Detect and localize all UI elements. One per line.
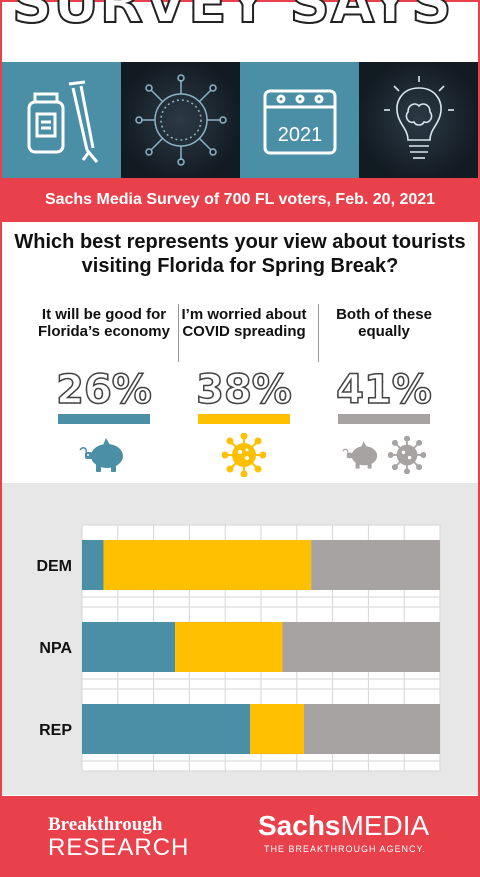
bar-segment-rep [303, 704, 440, 754]
sachs-media-tagline: THE BREAKTHROUGH AGENCY. [264, 844, 426, 854]
sachs-media-logo: SachsMEDIA [258, 810, 429, 842]
option-label: It will be good for Florida’s economy [38, 306, 170, 340]
vaccine-tile [2, 62, 121, 178]
option-percent: 41% [314, 367, 454, 413]
breakthrough-logo-line1: Breakthrough [48, 814, 163, 835]
bar-segment-rep [250, 704, 304, 754]
party-breakdown-chart: DEM NPA REP [2, 483, 478, 795]
option-divider [318, 304, 319, 362]
option-color-bar [338, 414, 430, 424]
option-icon [314, 432, 454, 478]
option-icon [34, 432, 174, 478]
bar-segment-npa [175, 622, 283, 672]
virus-icon [134, 74, 227, 166]
option-percent: 26% [34, 367, 174, 413]
footer: Breakthrough RESEARCH SachsMEDIA THE BRE… [2, 796, 478, 875]
stacked-bar-chart: DEM NPA REP [36, 524, 441, 772]
option-divider [178, 304, 179, 362]
category-label: DEM [36, 558, 72, 575]
option-color-bar [58, 414, 150, 424]
survey-subtitle: Sachs Media Survey of 700 FL voters, Feb… [44, 191, 436, 208]
bar-segment-dem [82, 540, 104, 590]
survey-question: Which best represents your view about to… [14, 231, 466, 277]
lightbulb-tile [359, 62, 478, 178]
bar-segment-npa [82, 622, 176, 672]
calendar-tile: 2021 [240, 62, 359, 178]
option-label: I’m worried about COVID spreading [181, 306, 307, 340]
bar-segment-dem [103, 540, 312, 590]
survey-subtitle-band: Sachs Media Survey of 700 FL voters, Feb… [2, 178, 478, 222]
option-label: Both of these equally [336, 306, 432, 340]
category-label: REP [39, 722, 72, 739]
bar-segment-dem [311, 540, 440, 590]
piggy-bank-icon [342, 441, 378, 469]
option-percent: 38% [174, 367, 314, 413]
category-label: NPA [39, 640, 72, 657]
calendar-icon: 2021 [263, 89, 336, 155]
vaccine-vial-syringe-icon [27, 80, 98, 163]
virus-icon [388, 436, 426, 474]
piggy-bank-icon [79, 438, 123, 472]
option-economy: It will be good for Florida’s economy 26… [34, 306, 174, 478]
bar-segment-npa [282, 622, 440, 672]
virus-icon [222, 433, 266, 477]
option-covid: I’m worried about COVID spreading 38% [174, 306, 314, 478]
sachs-logo-bold: Sachs [258, 810, 341, 841]
headline: SURVEY SAYS . . . [0, 0, 476, 89]
breakthrough-logo-line2: RESEARCH [48, 834, 190, 861]
bar-segment-rep [82, 704, 251, 754]
icon-banner: 2021 [2, 62, 478, 178]
option-color-bar [198, 414, 290, 424]
media-logo-text: MEDIA [340, 810, 430, 841]
virus-tile [121, 62, 240, 178]
lightbulb-brain-icon [383, 76, 454, 159]
option-icon [174, 432, 314, 478]
option-both: Both of these equally 41% [314, 306, 454, 478]
calendar-year: 2021 [277, 124, 322, 146]
